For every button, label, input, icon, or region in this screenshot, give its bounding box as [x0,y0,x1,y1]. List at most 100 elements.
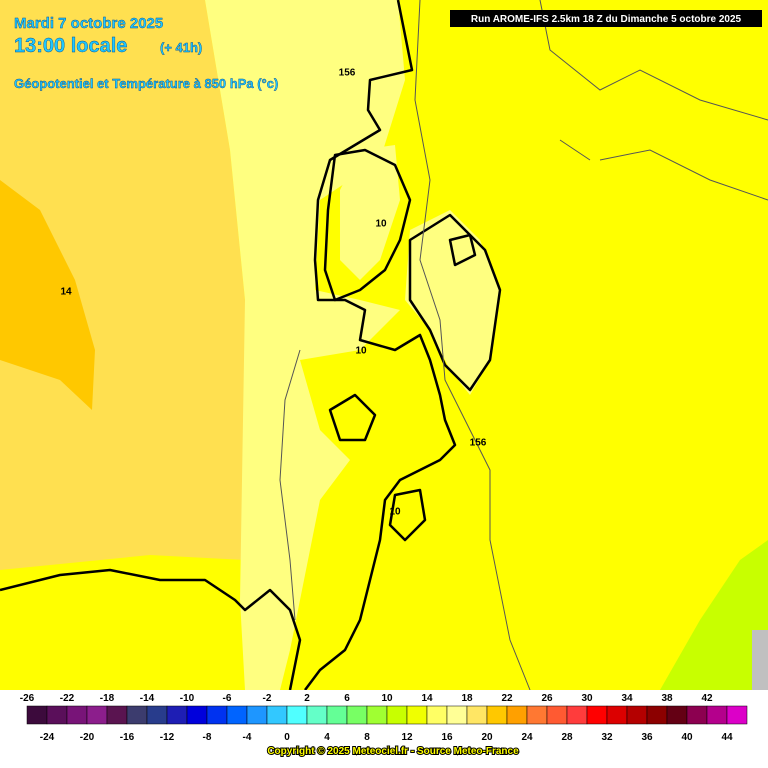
contour-label: 156 [339,68,356,79]
color-swatch [666,705,688,725]
color-swatch [446,705,468,725]
color-swatch [126,705,148,725]
color-swatch [486,705,508,725]
scale-label: -2 [263,693,272,704]
color-swatch [286,705,308,725]
scale-label: 0 [284,732,290,743]
contour-label: 14 [60,287,72,298]
cool-area [660,540,768,690]
color-swatch [66,705,88,725]
color-swatch [586,705,608,725]
scale-label: 22 [501,693,513,704]
scale-label: 10 [381,693,393,704]
color-swatch [386,705,408,725]
color-swatch [326,705,348,725]
color-swatch [306,705,328,725]
scale-label: -16 [120,732,135,743]
coastline [304,0,457,691]
scale-label: 26 [541,693,553,704]
scale-label: 36 [641,732,653,743]
color-swatch [566,705,588,725]
sea [752,630,768,690]
scale-label: 18 [461,693,473,704]
color-swatch [106,705,128,725]
contour-label: 10 [355,346,367,357]
contour [388,488,427,542]
color-swatch [46,705,68,725]
scale-label: 14 [421,693,433,704]
scale-label: -26 [20,693,35,704]
color-swatch [86,705,108,725]
scale-label: -24 [40,732,55,743]
color-swatch [366,705,388,725]
color-swatch [466,705,488,725]
color-swatch [346,705,368,725]
contour [328,393,377,442]
scale-label: 28 [561,732,573,743]
color-swatch [726,705,748,725]
legend-panel [0,690,768,768]
color-swatch [506,705,528,725]
color-swatch [226,705,248,725]
color-swatch [426,705,448,725]
scale-label: 44 [721,732,733,743]
border [279,349,301,621]
scale-label: 20 [481,732,493,743]
color-swatch [186,705,208,725]
contour-label: 10 [375,219,387,230]
color-swatch [706,705,728,725]
coastline [0,568,302,691]
mild-island [405,210,500,395]
color-swatch [206,705,228,725]
color-swatch [646,705,668,725]
scale-label: -10 [180,693,195,704]
color-swatch [166,705,188,725]
scale-label: 12 [401,732,413,743]
color-swatch [686,705,708,725]
scale-label: -12 [160,732,175,743]
color-swatch [26,705,48,725]
color-swatch [526,705,548,725]
contour-label: 156 [470,438,487,449]
scale-label: 34 [621,693,633,704]
lead-time: (+ 41h) [160,40,202,55]
hot-area [0,180,95,410]
border [414,0,531,691]
scale-label: -20 [80,732,95,743]
scale-label: 8 [364,732,370,743]
scale-label: -8 [203,732,212,743]
scale-label: 2 [304,693,310,704]
scale-label: -18 [100,693,115,704]
mild-island [340,145,400,280]
scale-label: -6 [223,693,232,704]
color-swatch [546,705,568,725]
color-swatch [626,705,648,725]
color-swatch [266,705,288,725]
scale-label: 30 [581,693,593,704]
contour [323,148,412,302]
scale-label: 4 [324,732,330,743]
scale-label: -14 [140,693,155,704]
scale-label: -22 [60,693,75,704]
contour [448,233,477,267]
scale-label: 38 [661,693,673,704]
copyright: Copyright © 2025 Meteociel.fr - Source M… [267,746,519,757]
date: Mardi 7 octobre 2025 [14,15,163,32]
border [539,0,768,201]
field: Géopotentiel et Température à 850 hPa (°… [14,76,278,91]
scale-label: 42 [701,693,713,704]
warm-area [0,0,245,570]
scale-label: 24 [521,732,533,743]
color-swatch [406,705,428,725]
contour [408,213,502,392]
color-swatch [246,705,268,725]
run-info: Run AROME-IFS 2.5km 18 Z du Dimanche 5 o… [471,14,742,25]
time: 13:00 locale [14,35,127,57]
scale-label: 16 [441,732,453,743]
scale-label: 40 [681,732,693,743]
color-swatch [146,705,168,725]
run-box [450,10,762,27]
scale-label: 6 [344,693,350,704]
scale-label: -4 [243,732,252,743]
